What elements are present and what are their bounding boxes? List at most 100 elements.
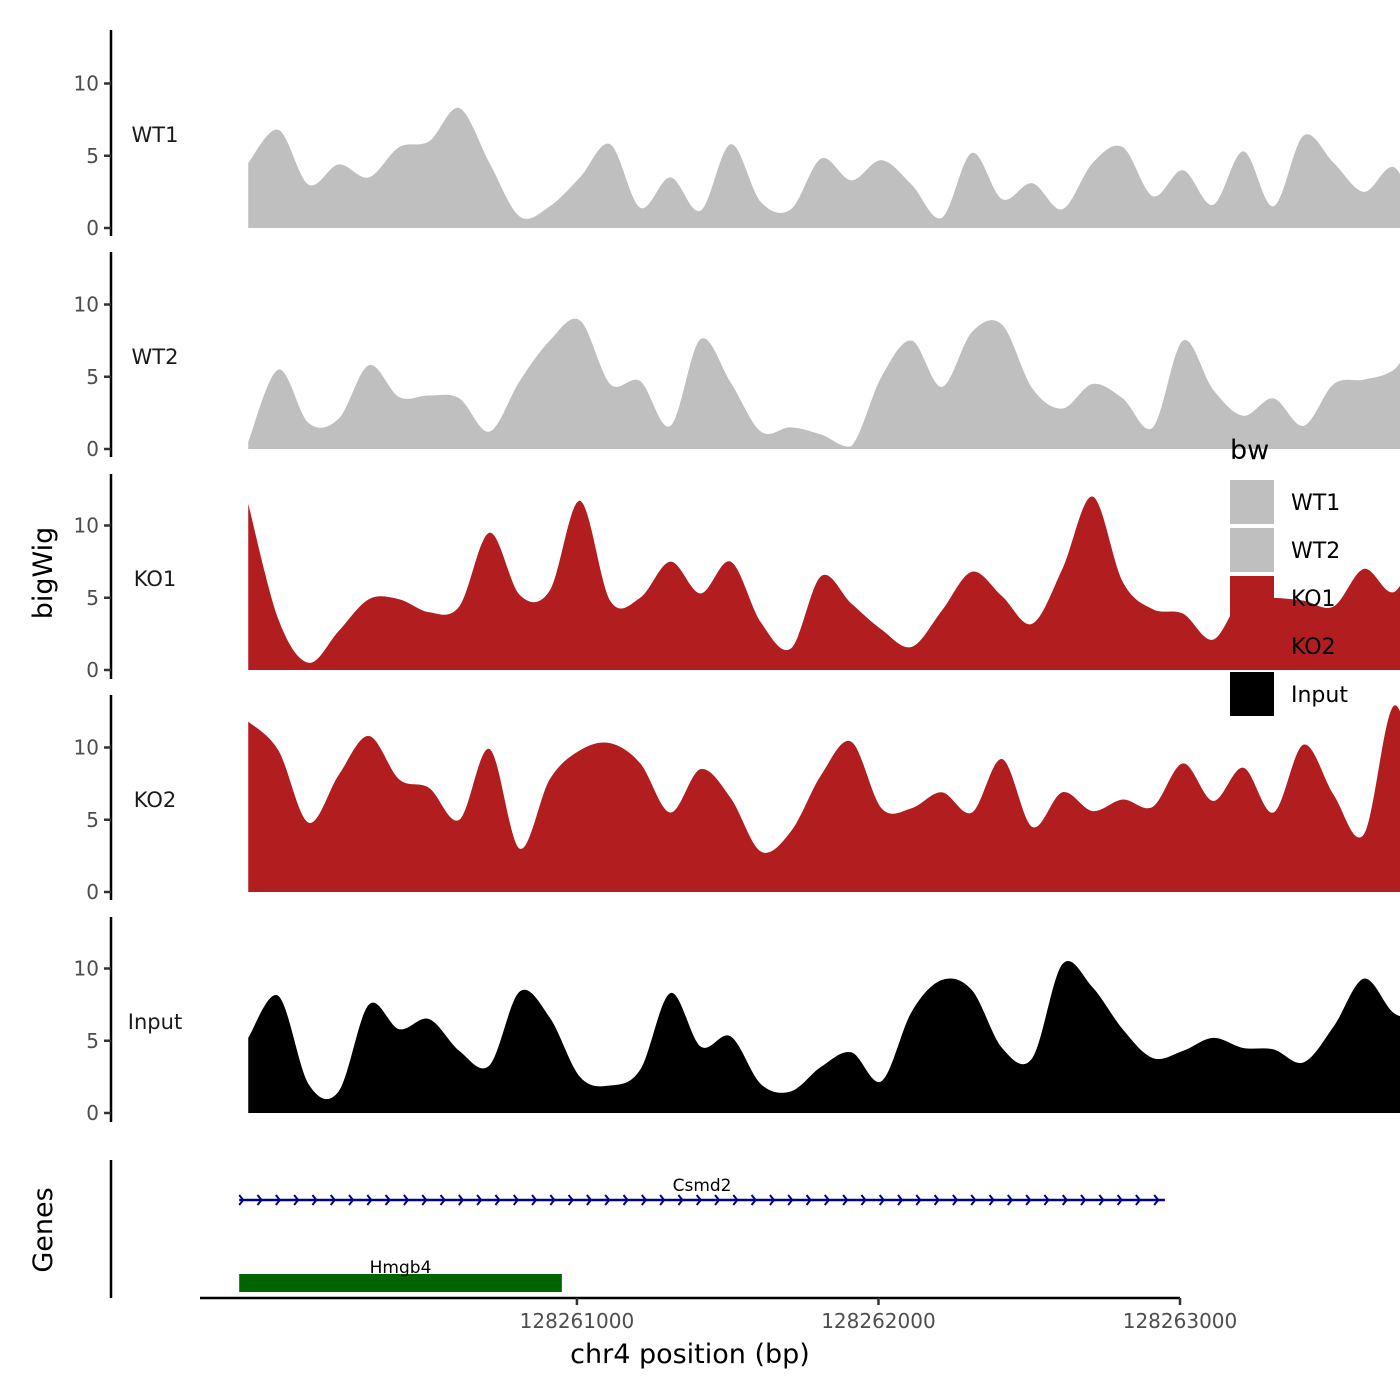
strand-arrow: [750, 1194, 757, 1206]
legend: bw WT1 WT2 KO1 KO2 Input: [1230, 435, 1348, 716]
strand-arrow: [1043, 1194, 1050, 1206]
strand-arrow: [878, 1194, 885, 1206]
strand-arrow: [476, 1194, 483, 1206]
strand-arrow: [549, 1194, 556, 1206]
track-label: WT2: [132, 345, 179, 369]
strand-arrow: [1007, 1194, 1014, 1206]
signal-area-ko2: [248, 705, 1400, 892]
genes-axis-title: Genes: [28, 1187, 59, 1272]
strand-arrow: [933, 1194, 940, 1206]
strand-arrow: [677, 1194, 684, 1206]
track-label: Input: [128, 1010, 182, 1034]
strand-arrow: [952, 1194, 959, 1206]
strand-arrow: [1135, 1194, 1142, 1206]
strand-arrow: [842, 1194, 849, 1206]
strand-arrow: [988, 1194, 995, 1206]
track-label: KO2: [134, 788, 177, 812]
y-tick-label: 0: [86, 437, 99, 461]
strand-arrow: [567, 1194, 574, 1206]
strand-arrow: [604, 1194, 611, 1206]
strand-arrow: [421, 1194, 428, 1206]
y-tick-label: 10: [74, 957, 99, 981]
signal-area-ko1: [248, 496, 1400, 670]
strand-arrow: [458, 1194, 465, 1206]
track-wt1: 0 5 10 WT1: [74, 30, 1400, 240]
y-tick-label: 5: [86, 808, 99, 832]
strand-arrow: [348, 1194, 355, 1206]
y-tick-label: 0: [86, 880, 99, 904]
strand-arrow: [439, 1194, 446, 1206]
strand-arrow: [860, 1194, 867, 1206]
y-tick-label: 5: [86, 144, 99, 168]
legend-swatch: [1230, 576, 1274, 620]
track-label: KO1: [134, 567, 177, 591]
legend-label: WT1: [1291, 491, 1340, 516]
legend-item-wt2: WT2: [1230, 528, 1340, 572]
y-tick-label: 5: [86, 1029, 99, 1053]
legend-title: bw: [1230, 435, 1269, 466]
strand-arrow: [1098, 1194, 1105, 1206]
strand-arrow: [769, 1194, 776, 1206]
gene-hmgb4: Hmgb4: [239, 1258, 562, 1292]
strand-arrow: [512, 1194, 519, 1206]
strand-arrow: [915, 1194, 922, 1206]
track-wt2: 0 5 10 WT2: [74, 252, 1400, 461]
strand-arrow: [695, 1194, 702, 1206]
strand-arrow: [366, 1194, 373, 1206]
strand-arrow: [275, 1194, 282, 1206]
strand-arrow: [1153, 1194, 1160, 1206]
legend-label: KO1: [1291, 587, 1336, 612]
track-ko1: 0 5 10 KO1: [74, 474, 1400, 682]
y-tick-label: 10: [74, 736, 99, 760]
strand-arrow: [732, 1194, 739, 1206]
x-tick-label: 128263000: [1123, 1309, 1238, 1333]
strand-arrow: [787, 1194, 794, 1206]
y-tick-label: 0: [86, 1101, 99, 1125]
signal-area-wt1: [248, 108, 1400, 228]
strand-arrow: [384, 1194, 391, 1206]
strand-arrow: [641, 1194, 648, 1206]
genes-panel: Csmd2 Hmgb4: [109, 1160, 1165, 1298]
gene-csmd2: Csmd2: [238, 1176, 1165, 1206]
legend-item-ko2: KO2: [1230, 624, 1336, 668]
strand-arrow: [805, 1194, 812, 1206]
y-tick-label: 10: [74, 514, 99, 538]
y-tick-label: 5: [86, 586, 99, 610]
legend-swatch: [1230, 528, 1274, 572]
y-tick-label: 10: [74, 72, 99, 96]
strand-arrow: [586, 1194, 593, 1206]
gene-exon-block: [239, 1274, 562, 1292]
strand-arrow: [494, 1194, 501, 1206]
strand-arrow: [403, 1194, 410, 1206]
legend-swatch: [1230, 672, 1274, 716]
x-axis: 128261000 128262000 128263000: [200, 1296, 1238, 1333]
strand-arrow: [659, 1194, 666, 1206]
y-axis-title: bigWig: [28, 527, 59, 620]
strand-arrow: [256, 1194, 263, 1206]
strand-arrow: [293, 1194, 300, 1206]
strand-arrow: [329, 1194, 336, 1206]
y-tick-label: 0: [86, 658, 99, 682]
strand-arrow: [238, 1194, 245, 1206]
strand-arrow: [714, 1194, 721, 1206]
y-tick-label: 5: [86, 365, 99, 389]
legend-label: KO2: [1291, 635, 1336, 660]
gene-label: Csmd2: [673, 1176, 732, 1196]
strand-arrow: [311, 1194, 318, 1206]
strand-arrow: [622, 1194, 629, 1206]
legend-swatch: [1230, 480, 1274, 524]
x-tick-label: 128261000: [520, 1309, 635, 1333]
signal-area-wt2: [248, 318, 1400, 449]
strand-arrow: [897, 1194, 904, 1206]
legend-item-input: Input: [1230, 672, 1348, 716]
strand-arrow: [1116, 1194, 1123, 1206]
track-ko2: 0 5 10 KO2: [74, 695, 1400, 904]
legend-item-ko1: KO1: [1230, 576, 1336, 620]
legend-swatch: [1230, 624, 1274, 668]
strand-arrow: [531, 1194, 538, 1206]
strand-arrow: [1061, 1194, 1068, 1206]
gene-label: Hmgb4: [370, 1258, 432, 1278]
strand-arrow: [1025, 1194, 1032, 1206]
signal-area-input: [248, 961, 1400, 1113]
strand-arrow: [970, 1194, 977, 1206]
